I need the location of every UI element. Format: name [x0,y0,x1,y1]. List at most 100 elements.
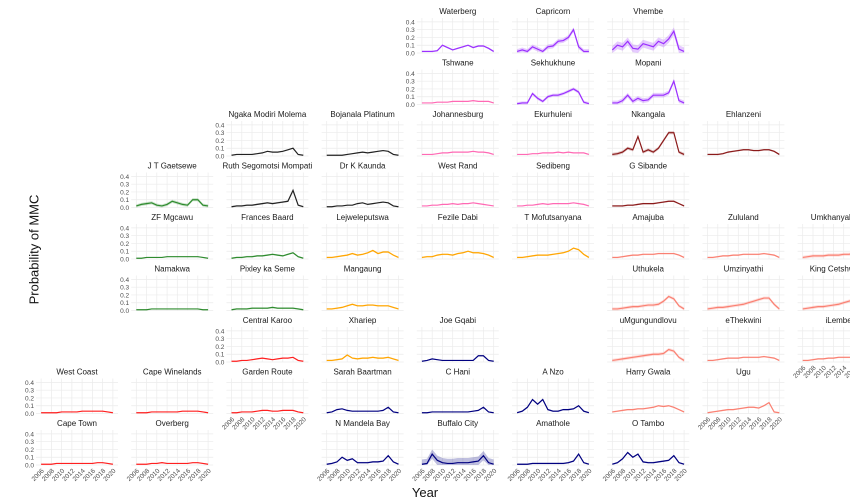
panel-background [416,121,499,156]
series-line [136,256,209,259]
panel-background [226,224,309,259]
panel-title: Sarah Baartman [333,368,391,377]
series-line [421,406,494,414]
panel-title: Namakwa [154,265,190,274]
series-line [326,249,399,259]
panel-background [321,378,404,414]
y-tick-label: 0.1 [215,352,224,359]
x-tick-label: 2020 [198,467,213,482]
y-tick-label: 0.3 [406,27,415,34]
series-line [421,202,494,207]
series-line [612,451,685,465]
panel-title: Fezile Dabi [438,213,478,222]
series-line [421,250,494,259]
series-line [326,454,399,465]
y-tick-label: 0.1 [406,94,415,101]
panel-title: uMgungundlovu [620,316,677,325]
y-tick-label: 0.0 [120,257,129,264]
series-line [802,356,850,362]
panel-title: Vhembe [633,7,663,16]
panel-title: Amajuba [632,213,664,222]
panel-background [416,327,499,362]
y-tick-label: 0.2 [25,395,34,402]
confidence-band [612,404,685,413]
panel-title: Sekhukhune [531,59,576,68]
y-tick-label: 0.0 [215,154,224,161]
panel-background [36,430,118,465]
panel-title: West Rand [438,162,477,171]
series-line [707,149,780,156]
panel-title: Capricorn [536,7,571,16]
y-tick-label: 0.0 [406,102,415,109]
panel-title: Cape Winelands [143,368,202,377]
panel-title: Nkangala [631,110,665,119]
series-line [231,306,304,311]
series-line [421,100,494,104]
panel-background [416,378,499,414]
series-line [517,453,590,465]
panel-title: Frances Baard [241,213,293,222]
panel-title: Ehlanzeni [726,110,761,119]
panel-background [607,430,690,465]
panel-title: G Sibande [629,162,667,171]
y-tick-label: 0.2 [25,447,34,454]
panel-background [226,378,309,414]
series-line [802,253,850,259]
series-line [516,398,590,414]
y-tick-label: 0.2 [406,35,415,42]
panel-title: Ngaka Modiri Molema [228,110,306,119]
series-line [41,462,113,465]
series-line [326,149,399,156]
panel-title: A Nzo [542,368,564,377]
panel-background [131,378,214,414]
y-tick-label: 0.2 [120,292,129,299]
series-line [612,348,685,362]
y-tick-label: 0.4 [406,71,415,78]
x-tick-label: 2020 [674,467,689,482]
series-line [41,410,113,414]
panel-title: Ugu [736,368,751,377]
y-tick-label: 0.3 [25,388,34,395]
y-tick-label: 0.3 [406,79,415,86]
panel-background [321,172,404,208]
panel-background [131,275,214,311]
panel-title: Dr K Kaunda [340,162,386,171]
y-tick-label: 0.3 [120,233,129,240]
series-line [231,409,304,414]
x-tick-label: 2020 [578,467,593,482]
panel-background [512,69,594,105]
panel-title: Johannesburg [432,110,483,119]
y-tick-label: 0.2 [406,86,415,93]
panel-title: Joe Gqabi [440,316,477,325]
y-tick-label: 0.4 [25,431,34,438]
y-tick-label: 0.3 [120,182,129,189]
y-tick-label: 0.4 [215,122,224,129]
panel-background [702,224,785,259]
y-tick-label: 0.0 [120,308,129,315]
panel-background [416,430,499,465]
y-tick-label: 0.1 [120,197,129,204]
series-line [707,401,780,414]
y-tick-label: 0.1 [406,43,415,50]
y-tick-label: 0.3 [215,130,224,137]
series-line [707,252,780,259]
panel-title: J T Gaetsewe [148,162,198,171]
x-tick-label: 2020 [388,467,403,482]
y-tick-label: 0.3 [25,439,34,446]
x-tick-label: 2016 [843,364,850,379]
y-tick-label: 0.1 [25,455,34,462]
panel-title: Xhariep [349,316,377,325]
series-line [612,252,685,259]
panel-title: ZF Mgcawu [151,213,193,222]
y-tick-label: 0.2 [215,344,224,351]
y-tick-label: 0.4 [120,225,129,232]
panel-background [321,430,404,465]
series-line [136,462,209,465]
panel-background [321,121,404,156]
series-line [612,132,685,156]
panel-title: Harry Gwala [626,368,671,377]
series-line [231,147,304,156]
panel-background [321,275,404,311]
y-tick-label: 0.0 [215,360,224,367]
y-axis-title: Probability of MMC [26,194,42,305]
